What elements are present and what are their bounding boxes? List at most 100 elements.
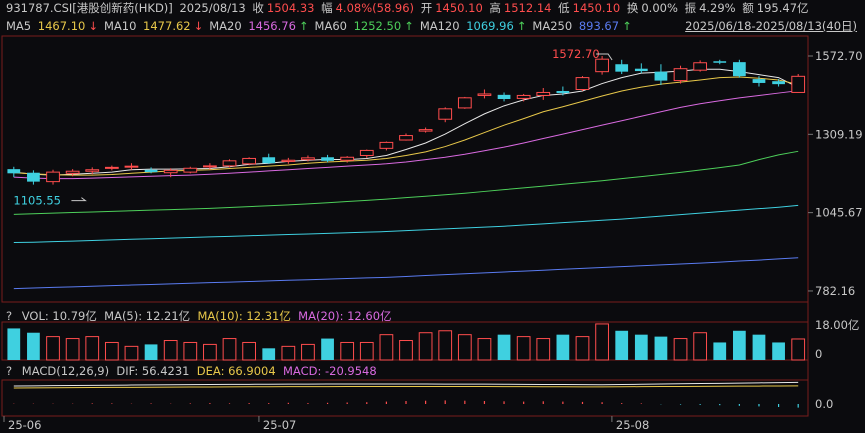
y-tick-label: 1572.70 [815,49,863,63]
volume-bar [654,336,668,360]
volume-bar [321,338,334,360]
ma-legend-label: MA120 [419,19,464,33]
volume-bar [222,338,237,361]
volume-bar [752,334,766,360]
ma-line [13,90,799,180]
volume-bar [673,338,688,361]
candle-body [281,159,296,162]
volume-bar [242,341,256,361]
candle-body [399,135,413,141]
volume-bar [457,334,472,361]
volume-help-button[interactable]: ? [6,309,13,323]
ma-trend-arrow: ↑ [516,19,527,33]
ma-line [13,68,799,176]
low-value: 1450.10 [572,1,621,15]
candle-body [183,167,198,173]
open-label: 开 [420,1,433,15]
volume-bar [340,341,355,361]
ma-line [13,204,799,244]
ma-trend-arrow: ↑ [298,19,309,33]
ma-legend-value: 1467.10 [37,19,86,33]
ma-legend-item: MA5 1467.10 ↓ [6,19,101,33]
candle-body [203,165,217,168]
volume-legend: ? VOL: 10.79亿 MA(5): 12.21亿 MA(10): 12.3… [6,308,392,324]
volume-ma10: MA(10): 12.31亿 [197,309,291,323]
macd-help-button[interactable]: ? [6,364,13,378]
low-annotation-arrow [71,197,87,202]
macd-dif: DIF: 56.4231 [116,364,190,378]
volume-bar [791,338,806,361]
amount-value: 195.47亿 [756,1,809,15]
candle-body [634,68,648,72]
low-annotation: 1105.55 [13,194,61,208]
ma-trend-arrow: ↑ [622,19,632,33]
volume-bar [359,341,374,361]
volume-bar [46,336,60,361]
volume-bar [124,345,139,361]
ma-legend-value: 1069.96 [466,19,514,33]
volume-bar [497,334,511,360]
candle-body [477,93,492,96]
volume-bar [438,330,453,361]
high-annotation-arrow [596,53,613,61]
high-annotation: 1572.70 [552,47,600,61]
ma-line [13,150,799,215]
candle-body [693,62,708,71]
ma-legend-label: MA10 [103,19,141,33]
candle-body [457,97,472,109]
candle-body [497,94,511,100]
ma-legend-label: MA5 [6,19,35,33]
volume-bar [27,332,40,360]
ma-legend-item: MA60 1252.50 ↑ [315,19,417,33]
candle-body [7,169,21,174]
date-range-selector[interactable]: 2025/06/18-2025/08/13(40日) [685,19,857,33]
volume-bar [713,342,727,360]
candle-body [242,157,256,165]
ma-legend-value: 1252.50 [353,19,402,33]
macd-value: MACD: -20.9548 [282,364,377,378]
candle-body [752,79,766,83]
candle-body [340,156,355,161]
volume-bar [556,334,570,360]
ma-legend-label: MA20 [209,19,246,33]
volume-bar [104,341,119,361]
ma-legend: MA5 1467.10 ↓ MA10 1477.62 ↓ MA20 1456.76 ↑ MA… [6,18,638,34]
candle-body [46,171,60,183]
volume-bar [183,341,198,361]
low-label: 低 [558,1,570,15]
quote-date: 2025/08/13 [179,1,246,15]
volume-bar [281,345,296,361]
candle-body [124,165,139,168]
candle-body [163,169,178,174]
ma-legend-value: 1477.62 [143,19,191,33]
macd-dea: DEA: 66.9004 [196,364,276,378]
macd-dea-line [13,385,799,389]
ma-line [13,257,799,290]
ma-legend-item: MA120 1069.96 ↑ [420,19,530,33]
candle-body [654,71,668,81]
candle-body [27,172,40,182]
candle-body [65,170,80,174]
volume-bar [575,336,590,361]
open-value: 1450.10 [435,1,483,15]
volume-ma5: MA(5): 12.21亿 [104,309,191,323]
ma-legend-label: MA60 [314,19,351,33]
candle-body [222,160,237,167]
volume-bar [301,343,315,361]
macd-legend: ? MACD(12,26,9) DIF: 56.4231 DEA: 66.900… [6,364,377,378]
high-label: 高 [489,1,501,15]
x-tick-label: 25-08 [616,418,649,432]
macd-tick-zero: 0.0 [815,397,833,411]
turnover-value: 0.00% [641,1,678,15]
candle-body [556,90,570,94]
candle-body [595,58,609,73]
candle-body [732,62,746,77]
candle-body [713,61,727,63]
ma-legend-value: 1456.76 [248,19,296,33]
high-value: 1512.14 [503,1,552,15]
candle-body [379,141,394,149]
ma-trend-arrow: ↓ [193,19,204,33]
change-label: 幅 [321,1,333,15]
volume-bar [399,340,413,361]
